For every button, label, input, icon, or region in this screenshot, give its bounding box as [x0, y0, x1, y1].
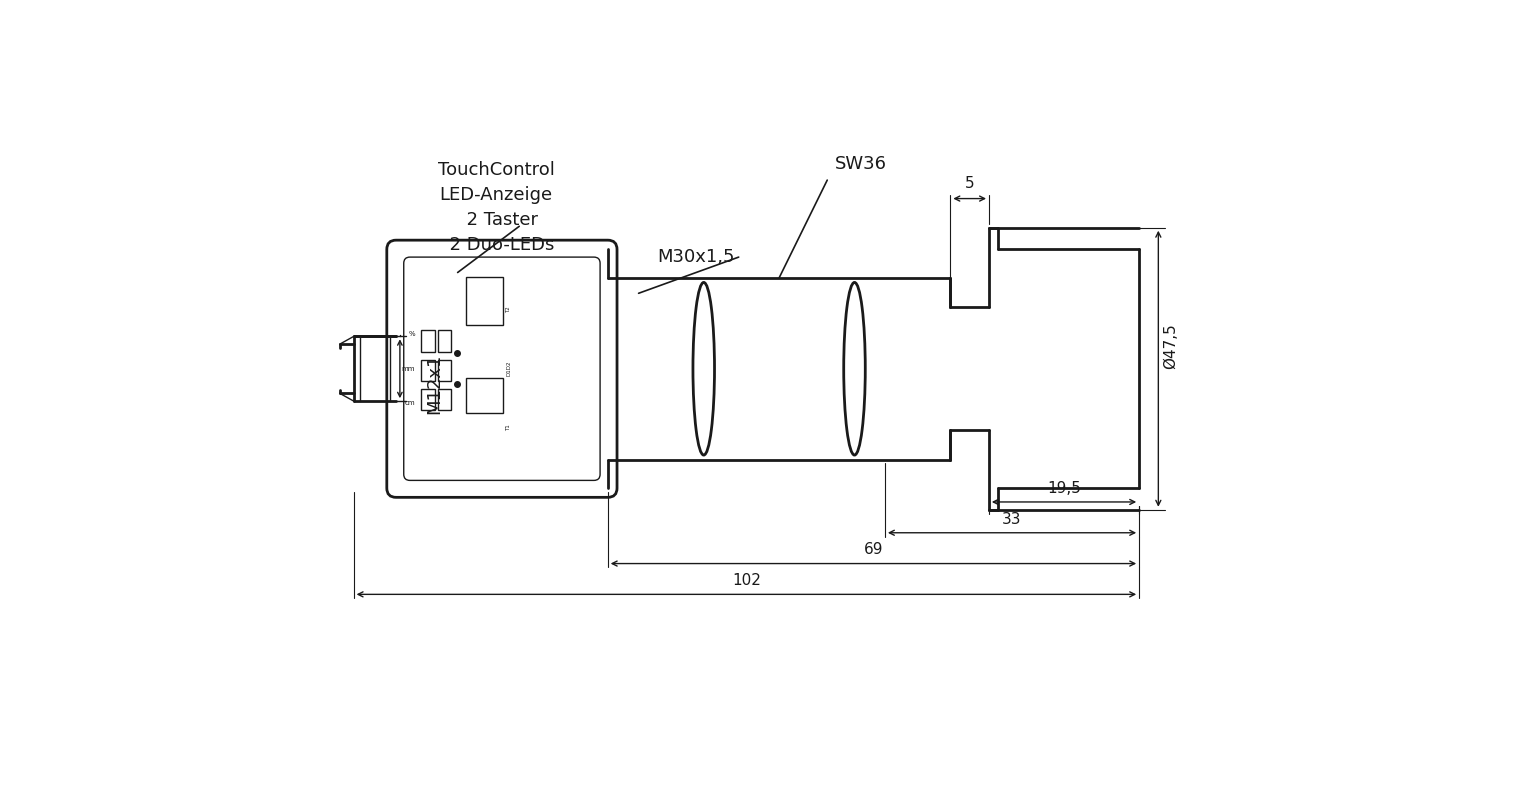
Text: 69: 69: [863, 542, 883, 557]
Text: 102: 102: [733, 573, 760, 588]
Text: TouchControl
LED-Anzeige
  2 Taster
  2 Duo-LEDs: TouchControl LED-Anzeige 2 Taster 2 Duo-…: [438, 161, 554, 254]
Bar: [465, 378, 504, 413]
Text: mm: mm: [402, 366, 415, 372]
Bar: [421, 330, 435, 352]
Bar: [421, 359, 435, 381]
Text: cm: cm: [404, 401, 415, 406]
Bar: [438, 330, 452, 352]
Text: T1: T1: [507, 425, 511, 432]
Bar: [438, 389, 452, 410]
Bar: [465, 277, 504, 325]
Bar: [438, 359, 452, 381]
Text: D1D2: D1D2: [507, 361, 511, 377]
Bar: [421, 389, 435, 410]
Text: 33: 33: [1003, 512, 1021, 526]
Text: %: %: [409, 331, 415, 337]
Text: T2: T2: [507, 306, 511, 313]
Text: SW36: SW36: [836, 156, 886, 173]
Text: 19,5: 19,5: [1048, 481, 1081, 496]
Text: M12x1: M12x1: [425, 354, 444, 414]
Text: 5: 5: [965, 176, 974, 191]
Text: Ø47,5: Ø47,5: [1163, 323, 1178, 369]
Text: M30x1,5: M30x1,5: [657, 248, 734, 266]
